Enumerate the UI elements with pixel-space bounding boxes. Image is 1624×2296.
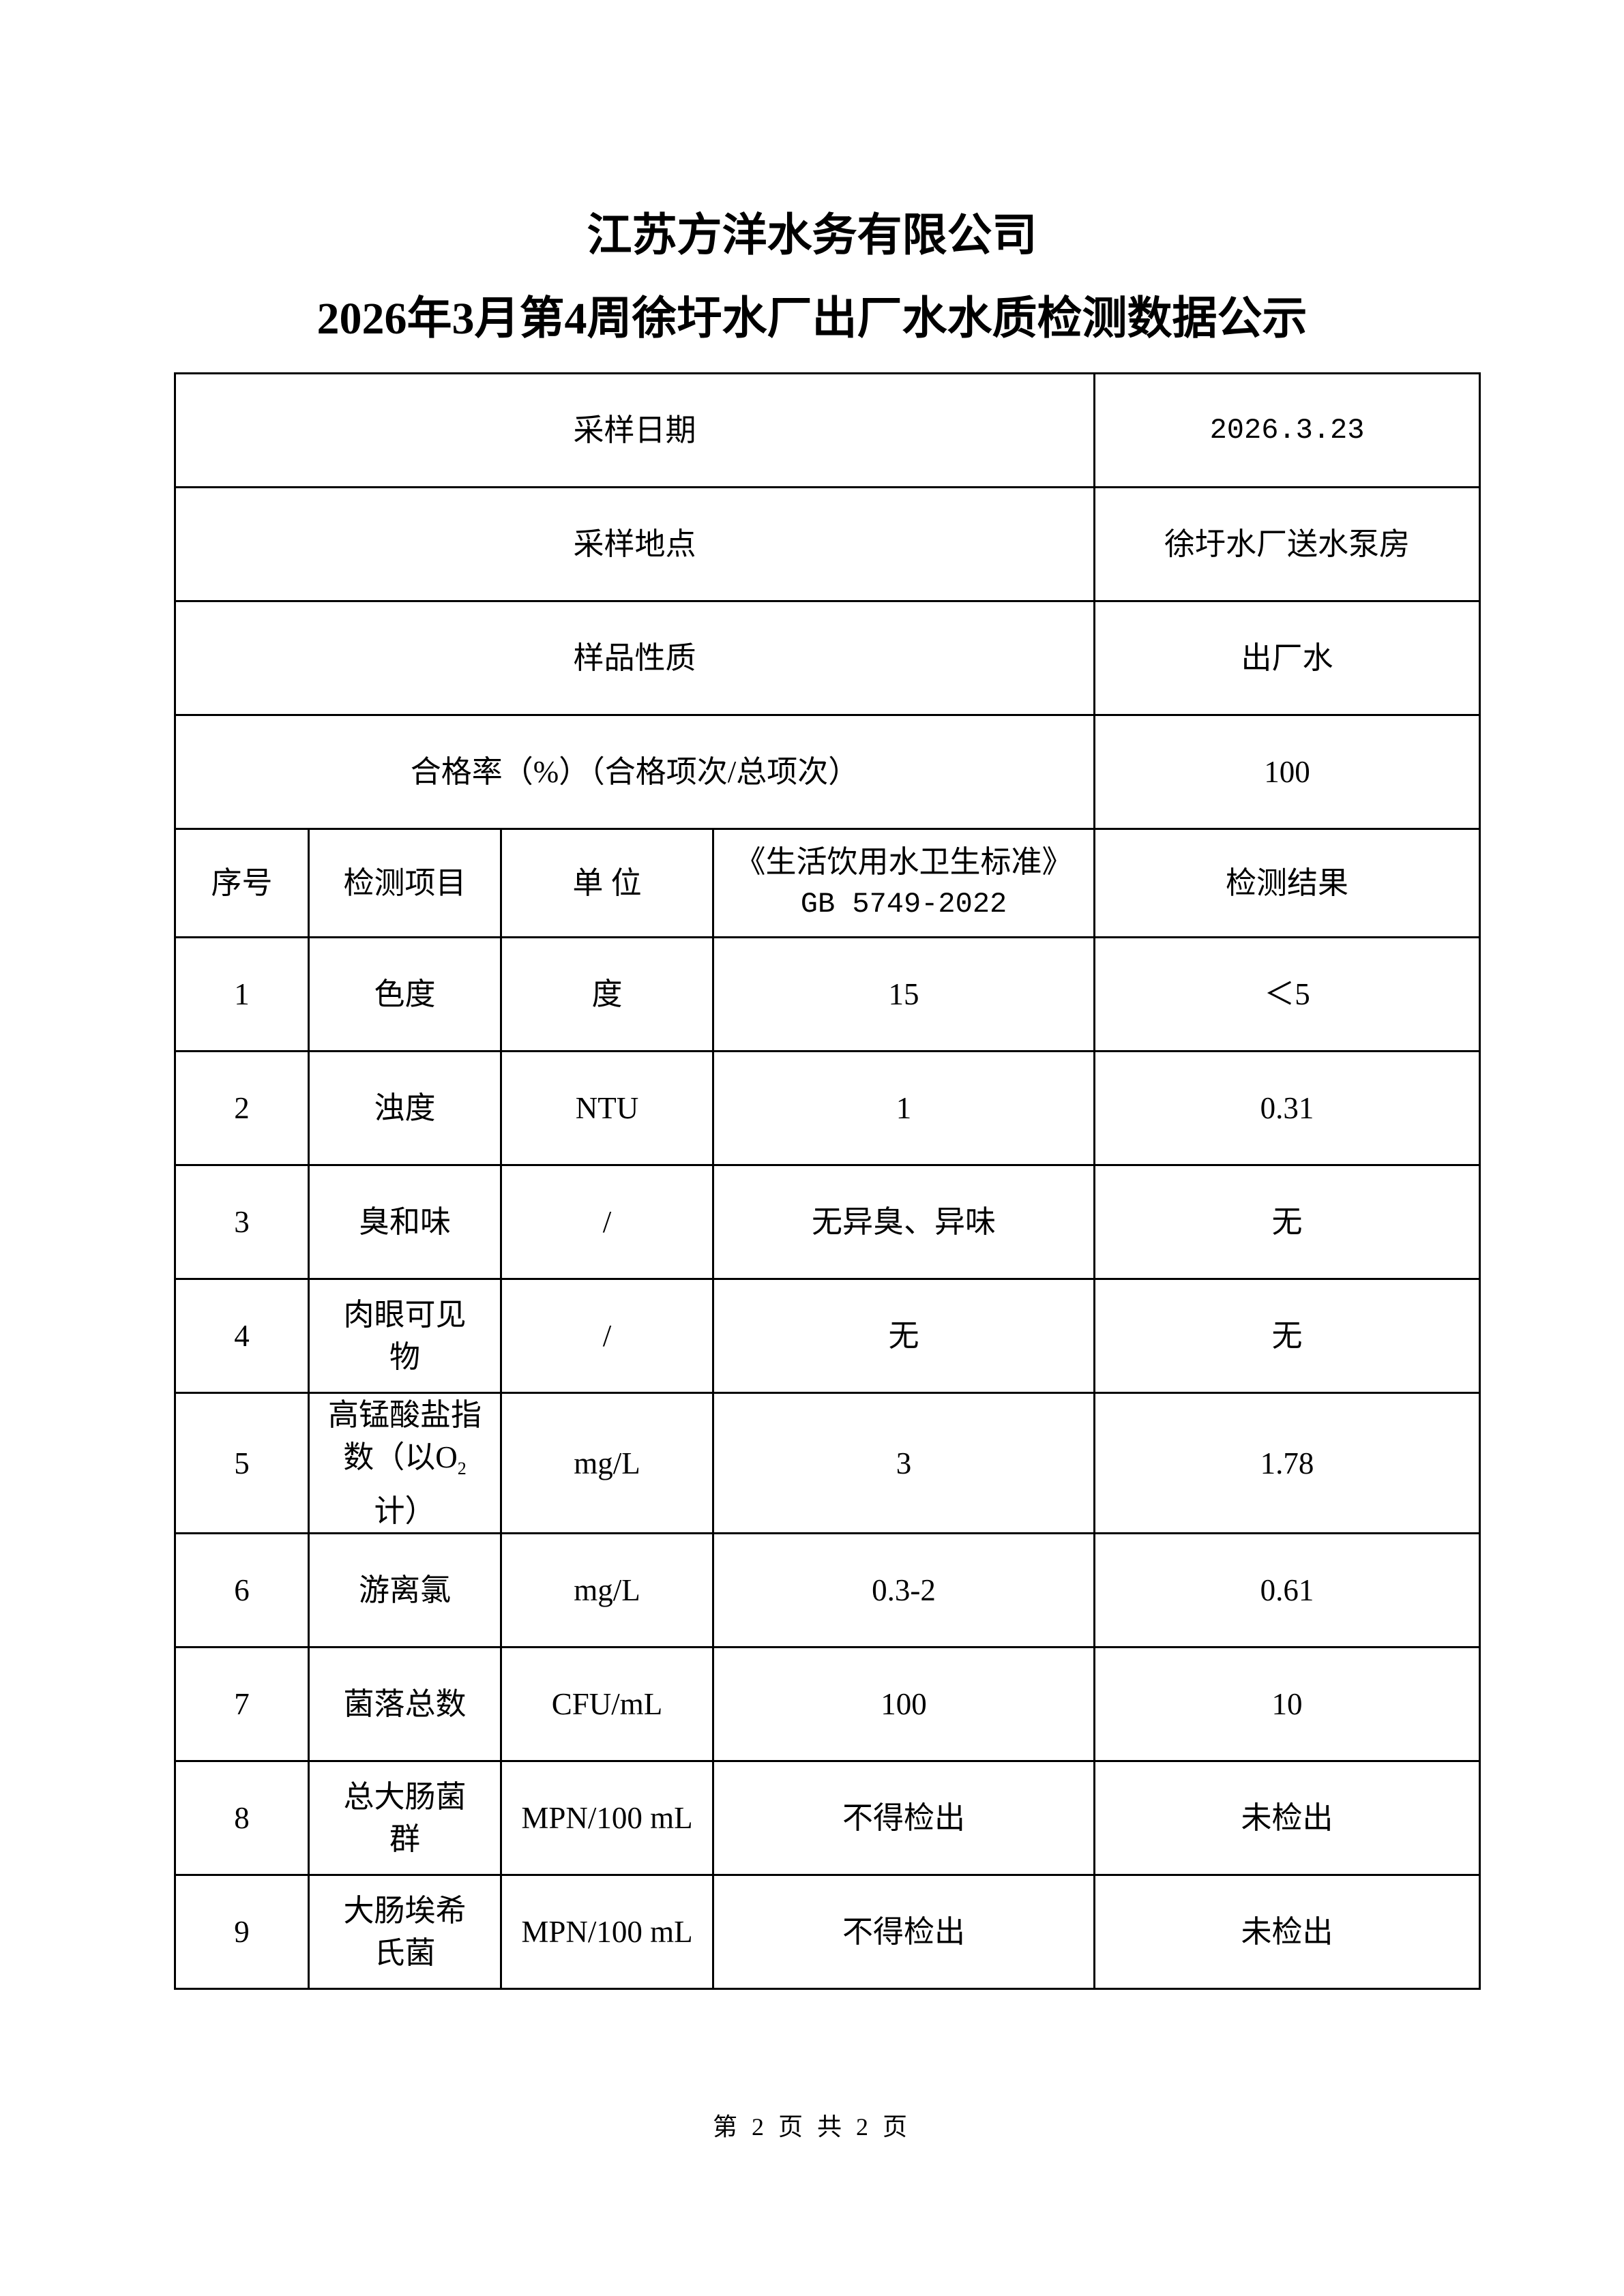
report-title: 2026年3月第4周徐圩水厂出厂水水质检测数据公示 [316,294,1308,344]
cell-item: 肉眼可见物 [308,1278,502,1394]
cell-standard: 15 [711,936,1096,1052]
item-text: 高锰酸盐指数（以O [327,1398,482,1474]
cell-standard: 0.3-2 [711,1532,1096,1648]
cell-unit: MPN/100 mL [500,1874,714,1990]
sampling-date-value: 2026.3.23 [1093,372,1481,488]
cell-item: 游离氯 [308,1532,502,1648]
cell-item: 高锰酸盐指数（以O2 计） [308,1392,502,1534]
cell-standard: 无 [711,1278,1096,1394]
pass-rate-label: 合格率（%）（合格项次/总项次） [173,714,1096,830]
cell-result: 0.31 [1093,1050,1481,1166]
cell-item: 总大肠菌群 [308,1760,502,1876]
cell-no: 4 [174,1278,310,1394]
table-header-row: 序号 检测项目 单 位 《生活饮用水卫生标准》 GB 5749-2022 检测结… [174,828,1481,938]
water-quality-table: 采样日期 2026.3.23 采样地点 徐圩水厂送水泵房 样品性质 出厂水 合格… [173,372,1481,1990]
cell-item: 大肠埃希氏菌 [308,1874,502,1990]
cell-unit: / [500,1278,714,1394]
sampling-site-value: 徐圩水厂送水泵房 [1093,486,1481,602]
cell-result: 无 [1093,1164,1481,1280]
info-row-sampling-date: 采样日期 2026.3.23 [173,372,1481,488]
table-row: 7 菌落总数 CFU/mL 100 10 [174,1646,1481,1762]
sample-type-value: 出厂水 [1093,600,1481,716]
cell-item: 臭和味 [308,1164,502,1280]
cell-no: 9 [174,1874,310,1990]
cell-no: 7 [174,1646,310,1762]
table-row: 9 大肠埃希氏菌 MPN/100 mL 不得检出 未检出 [174,1874,1481,1990]
cell-result: 0.61 [1093,1532,1481,1648]
cell-result: 1.78 [1093,1392,1481,1534]
header-item: 检测项目 [308,828,502,938]
cell-standard: 不得检出 [711,1874,1096,1990]
cell-standard: 100 [711,1646,1096,1762]
cell-unit: NTU [500,1050,714,1166]
cell-result: 无 [1093,1278,1481,1394]
table-row: 3 臭和味 / 无异臭、异味无 [174,1164,1481,1280]
cell-unit: mg/L [500,1532,714,1648]
info-row-sampling-site: 采样地点 徐圩水厂送水泵房 [173,486,1481,602]
cell-item: 菌落总数 [308,1646,502,1762]
header-standard-name: 《生活饮用水卫生标准》 [735,845,1073,879]
cell-result: ＜5 [1093,936,1481,1052]
header-standard: 《生活饮用水卫生标准》 GB 5749-2022 [711,828,1096,938]
cell-item: 色度 [308,936,502,1052]
cell-result: 未检出 [1093,1874,1481,1990]
header-no: 序号 [174,828,310,938]
cell-unit: CFU/mL [500,1646,714,1762]
table-row: 1 色度度 15 ＜5 [174,936,1481,1052]
pass-rate-value: 100 [1093,714,1481,830]
info-row-sample-type: 样品性质 出厂水 [173,600,1481,716]
table-row: 8 总大肠菌群 MPN/100 mL 不得检出 未检出 [174,1760,1481,1876]
info-row-pass-rate: 合格率（%）（合格项次/总项次） 100 [173,714,1481,830]
sampling-date-label: 采样日期 [173,372,1096,488]
cell-standard: 不得检出 [711,1760,1096,1876]
sampling-site-label: 采样地点 [173,486,1096,602]
cell-standard: 1 [711,1050,1096,1166]
cell-standard: 3 [711,1392,1096,1534]
header-result: 检测结果 [1093,828,1481,938]
company-title: 江苏方洋水务有限公司 [587,211,1037,260]
cell-result: 未检出 [1093,1760,1481,1876]
table-row: 5 高锰酸盐指数（以O2 计） mg/L 3 1.78 [174,1392,1481,1534]
header-unit: 单 位 [500,828,714,938]
sample-type-label: 样品性质 [173,600,1096,716]
cell-result: 10 [1093,1646,1481,1762]
cell-no: 3 [174,1164,310,1280]
table-row: 4 肉眼可见物 / 无无 [174,1278,1481,1394]
cell-no: 1 [174,936,310,1052]
cell-standard: 无异臭、异味 [711,1164,1096,1280]
cell-unit: MPN/100 mL [500,1760,714,1876]
page-footer: 第 2 页 共 2 页 [712,2113,911,2141]
cell-unit: 度 [500,936,714,1052]
table-row: 6 游离氯 mg/L 0.3-2 0.61 [174,1532,1481,1648]
header-standard-code: GB 5749-2022 [800,888,1007,921]
cell-item: 浊度 [308,1050,502,1166]
cell-unit: mg/L [500,1392,714,1534]
cell-no: 5 [174,1392,310,1534]
cell-unit: / [500,1164,714,1280]
cell-no: 2 [174,1050,310,1166]
cell-no: 6 [174,1532,310,1648]
table-row: 2 浊度 NTU 1 0.31 [174,1050,1481,1166]
item-subscript: 2 [457,1459,467,1478]
item-text: 计） [374,1494,436,1528]
cell-no: 8 [174,1760,310,1876]
